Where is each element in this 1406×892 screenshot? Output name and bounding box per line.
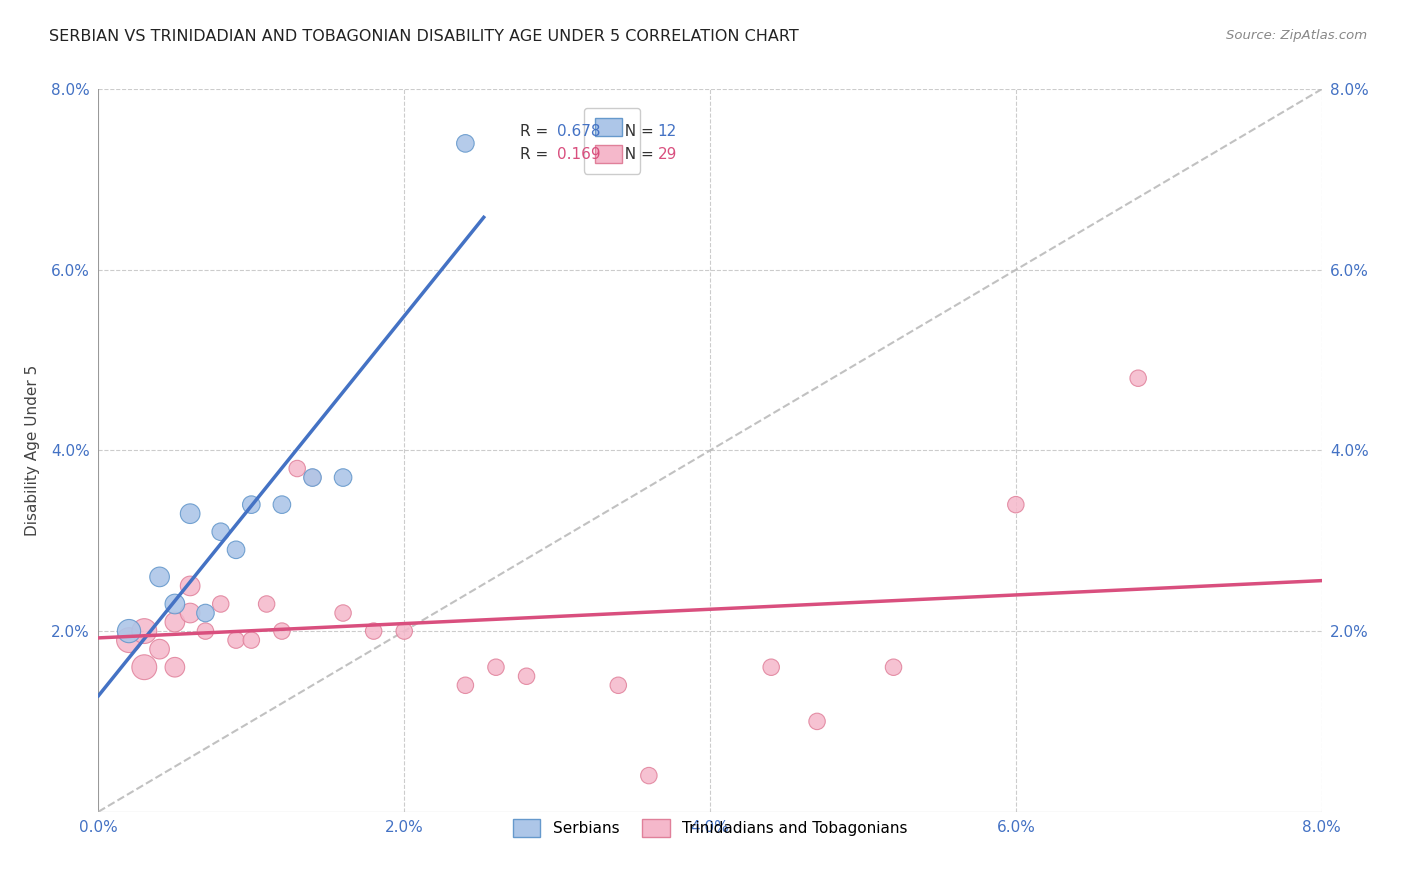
Point bbox=[363, 624, 385, 639]
Point bbox=[163, 615, 186, 629]
Text: 0.678: 0.678 bbox=[557, 124, 600, 138]
Point bbox=[209, 524, 232, 539]
Text: 12: 12 bbox=[658, 124, 676, 138]
Text: 0.169: 0.169 bbox=[557, 146, 600, 161]
Point bbox=[179, 507, 201, 521]
Point bbox=[607, 678, 630, 692]
Point bbox=[759, 660, 782, 674]
Point bbox=[454, 136, 477, 151]
Point bbox=[1128, 371, 1150, 385]
Point bbox=[392, 624, 416, 639]
Point bbox=[225, 542, 247, 557]
Point bbox=[118, 624, 141, 639]
Y-axis label: Disability Age Under 5: Disability Age Under 5 bbox=[25, 365, 41, 536]
Point bbox=[194, 624, 217, 639]
Point bbox=[179, 606, 201, 620]
Point bbox=[270, 624, 294, 639]
Point bbox=[163, 660, 186, 674]
Text: 29: 29 bbox=[658, 146, 676, 161]
Point bbox=[1004, 498, 1026, 512]
Point bbox=[118, 633, 141, 648]
Point bbox=[209, 597, 232, 611]
Text: R =: R = bbox=[520, 124, 554, 138]
Point bbox=[194, 606, 217, 620]
Point bbox=[806, 714, 828, 729]
Point bbox=[516, 669, 538, 683]
Point bbox=[332, 606, 354, 620]
Point bbox=[240, 633, 263, 648]
Point bbox=[179, 579, 201, 593]
Point bbox=[485, 660, 508, 674]
Point bbox=[225, 633, 247, 648]
Text: N =: N = bbox=[614, 124, 658, 138]
Point bbox=[332, 470, 354, 484]
Point bbox=[637, 769, 661, 783]
Point bbox=[270, 498, 294, 512]
Text: Source: ZipAtlas.com: Source: ZipAtlas.com bbox=[1226, 29, 1367, 42]
Legend: Serbians, Trinidadians and Tobagonians: Serbians, Trinidadians and Tobagonians bbox=[502, 808, 918, 847]
Point bbox=[256, 597, 278, 611]
Point bbox=[454, 678, 477, 692]
Text: SERBIAN VS TRINIDADIAN AND TOBAGONIAN DISABILITY AGE UNDER 5 CORRELATION CHART: SERBIAN VS TRINIDADIAN AND TOBAGONIAN DI… bbox=[49, 29, 799, 44]
Point bbox=[149, 642, 172, 657]
Point bbox=[240, 498, 263, 512]
Point bbox=[301, 470, 323, 484]
Text: R =: R = bbox=[520, 146, 554, 161]
Text: N =: N = bbox=[614, 146, 658, 161]
Point bbox=[285, 461, 308, 475]
Point bbox=[163, 597, 186, 611]
Point bbox=[149, 570, 172, 584]
Point bbox=[134, 624, 156, 639]
Point bbox=[883, 660, 905, 674]
Point bbox=[134, 660, 156, 674]
Point bbox=[301, 470, 323, 484]
